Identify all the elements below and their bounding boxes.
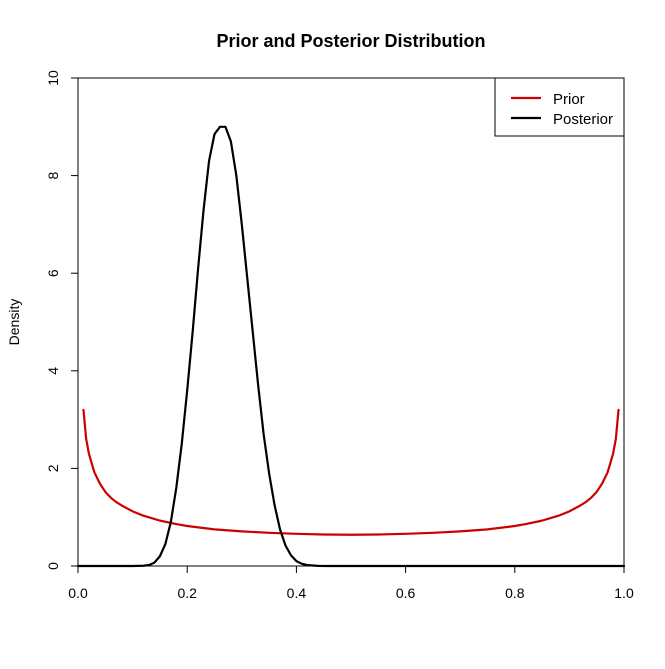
legend-label-prior: Prior [553,91,585,108]
y-axis: 0 2 4 6 8 10 [45,70,79,570]
y-tick-label: 2 [45,464,61,472]
x-tick-label: 0.8 [505,585,525,601]
y-tick-label: 8 [45,171,61,179]
x-tick-label: 0.4 [287,585,307,601]
legend-box [494,77,625,137]
y-tick-label: 10 [45,70,61,86]
y-axis-label: Density [6,299,22,346]
series-lines [76,125,626,568]
legend: Prior Posterior [494,77,625,137]
x-tick-label: 0.6 [396,585,416,601]
chart-title: Prior and Posterior Distribution [216,31,485,51]
x-axis: 0.0 0.2 0.4 0.6 0.8 1.0 [68,565,634,601]
y-tick-label: 0 [45,562,61,570]
x-tick-label: 0.0 [68,585,88,601]
x-tick-label: 0.2 [177,585,197,601]
plot-frame [77,77,625,567]
series-line-posterior [76,125,626,568]
series-line-prior [82,408,620,536]
legend-label-posterior: Posterior [553,111,613,128]
y-tick-label: 4 [45,367,61,375]
x-tick-label: 1.0 [614,585,634,601]
y-tick-label: 6 [45,269,61,277]
